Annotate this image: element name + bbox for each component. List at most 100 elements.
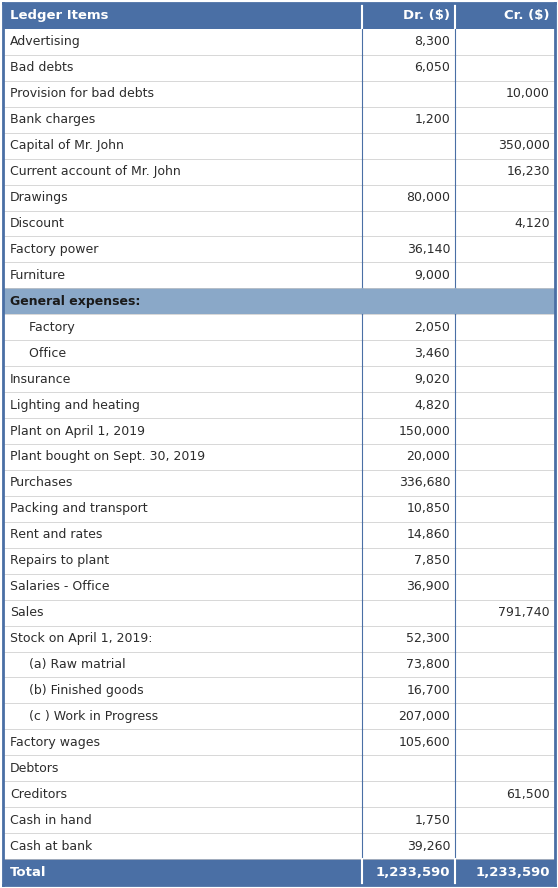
Text: 36,140: 36,140 [407,243,450,256]
Bar [3,470,362,496]
Bar [455,522,555,548]
Bar [362,418,455,444]
Text: 9,020: 9,020 [415,373,450,385]
Text: Dr. ($): Dr. ($) [403,10,450,22]
Bar [362,29,455,55]
Text: (a) Raw matrial: (a) Raw matrial [21,658,126,671]
Bar [3,756,362,781]
Text: Drawings: Drawings [10,191,69,204]
Bar [3,703,362,729]
Bar [455,781,555,807]
Text: Factory wages: Factory wages [10,736,100,749]
Bar [455,236,555,263]
Text: Ledger Items: Ledger Items [10,10,108,22]
Text: 73,800: 73,800 [406,658,450,671]
Bar [3,3,362,29]
Text: 10,850: 10,850 [406,503,450,515]
Text: Factory: Factory [21,321,75,334]
Bar [3,652,362,678]
Text: Plant on April 1, 2019: Plant on April 1, 2019 [10,424,145,438]
Bar [362,703,455,729]
Bar [362,185,455,210]
Bar [455,29,555,55]
Text: 791,740: 791,740 [498,607,550,619]
Bar [362,652,455,678]
Bar [362,340,455,366]
Text: 9,000: 9,000 [414,269,450,281]
Bar [455,652,555,678]
Bar [3,236,362,263]
Text: 207,000: 207,000 [398,710,450,723]
Bar [3,289,362,314]
Text: 4,820: 4,820 [415,399,450,412]
Text: Insurance: Insurance [10,373,71,385]
Bar [455,599,555,625]
Bar [455,548,555,574]
Bar [455,392,555,418]
Text: Purchases: Purchases [10,476,73,489]
Text: 80,000: 80,000 [406,191,450,204]
Bar [362,55,455,81]
Text: 36,900: 36,900 [406,580,450,593]
Text: Salaries - Office: Salaries - Office [10,580,109,593]
Text: 1,233,590: 1,233,590 [376,866,450,878]
Text: 2,050: 2,050 [414,321,450,334]
Text: 336,680: 336,680 [398,476,450,489]
Bar [362,289,455,314]
Text: 1,233,590: 1,233,590 [475,866,550,878]
Text: Factory power: Factory power [10,243,98,256]
Bar [362,132,455,159]
Bar [362,263,455,289]
Text: 16,700: 16,700 [406,684,450,697]
Bar [455,678,555,703]
Text: Bad debts: Bad debts [10,61,73,75]
Text: Advertising: Advertising [10,36,81,49]
Bar [3,340,362,366]
Bar [3,263,362,289]
Bar [455,833,555,859]
Text: 10,000: 10,000 [506,87,550,100]
Text: 1,200: 1,200 [415,114,450,126]
Bar [362,236,455,263]
Text: Current account of Mr. John: Current account of Mr. John [10,165,181,178]
Bar [3,314,362,340]
Text: 3,460: 3,460 [415,346,450,360]
Text: 7,850: 7,850 [414,554,450,567]
Bar [362,107,455,132]
Bar [3,29,362,55]
Bar [455,314,555,340]
Text: Provision for bad debts: Provision for bad debts [10,87,154,100]
Bar [455,185,555,210]
Bar [362,756,455,781]
Bar [455,55,555,81]
Bar [455,289,555,314]
Bar [455,366,555,392]
Bar [3,132,362,159]
Text: Lighting and heating: Lighting and heating [10,399,140,412]
Text: Cash in hand: Cash in hand [10,813,92,827]
Text: Bank charges: Bank charges [10,114,95,126]
Bar [3,678,362,703]
Bar [362,625,455,652]
Bar [362,366,455,392]
Text: 4,120: 4,120 [514,217,550,230]
Text: Discount: Discount [10,217,65,230]
Bar [455,574,555,599]
Text: 52,300: 52,300 [406,632,450,645]
Bar [362,444,455,470]
Text: (b) Finished goods: (b) Finished goods [21,684,143,697]
Bar [3,81,362,107]
Bar [362,859,455,885]
Bar [455,418,555,444]
Bar [362,496,455,522]
Bar [362,81,455,107]
Bar [455,340,555,366]
Bar [3,625,362,652]
Text: 105,600: 105,600 [398,736,450,749]
Text: 14,860: 14,860 [406,528,450,542]
Bar [362,522,455,548]
Bar [362,678,455,703]
Text: 150,000: 150,000 [398,424,450,438]
Bar [362,574,455,599]
Bar [455,625,555,652]
